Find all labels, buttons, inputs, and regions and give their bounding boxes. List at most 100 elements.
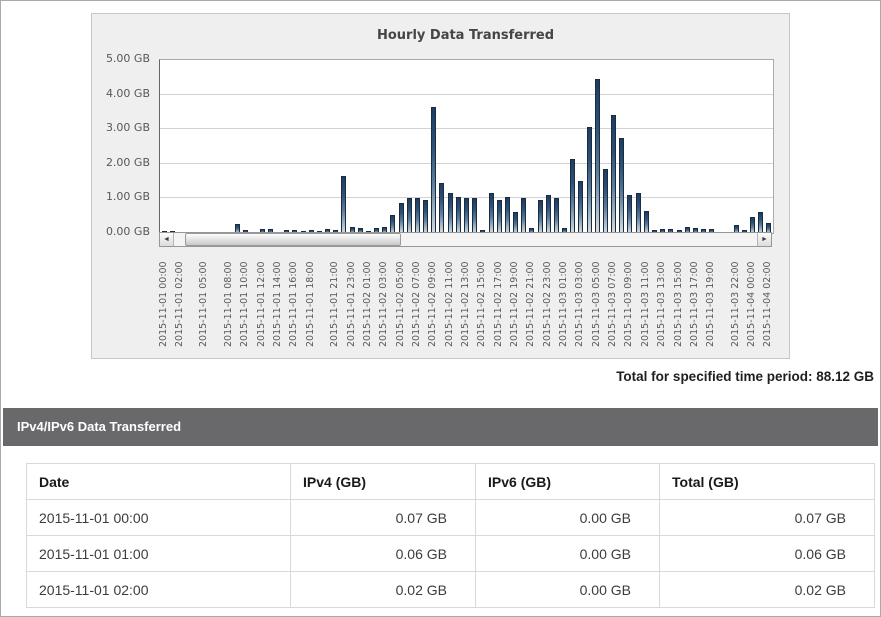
bar <box>701 228 707 233</box>
bar <box>480 229 486 233</box>
x-axis-label: 2015-11-02 23:00 <box>541 261 553 347</box>
y-axis-label: 4.00 GB <box>105 86 150 100</box>
value-cell: 0.02 GB <box>290 571 476 608</box>
value-cell: 0.00 GB <box>475 499 660 536</box>
column-header-date: Date <box>26 463 291 500</box>
x-axis-label: 2015-11-01 23:00 <box>345 261 357 347</box>
value-cell: 0.06 GB <box>659 535 875 572</box>
bar <box>431 106 437 233</box>
x-axis-label: 2015-11-02 19:00 <box>509 261 521 347</box>
column-header-ipv6: IPv6 (GB) <box>475 463 660 500</box>
x-axis-label: 2015-11-03 22:00 <box>729 261 741 347</box>
x-axis-label: 2015-11-03 11:00 <box>639 261 651 347</box>
table-row: 2015-11-01 02:00 0.02 GB 0.00 GB 0.02 GB <box>26 571 875 608</box>
date-cell: 2015-11-01 01:00 <box>26 535 291 572</box>
value-cell: 0.00 GB <box>475 535 660 572</box>
value-cell: 0.02 GB <box>659 571 875 608</box>
bar <box>414 198 420 233</box>
x-axis-label: 2015-11-02 01:00 <box>361 261 373 347</box>
bar <box>357 227 363 233</box>
total-summary: Total for specified time period: 88.12 G… <box>616 369 874 384</box>
y-axis-label: 1.00 GB <box>105 190 150 204</box>
bar <box>684 226 690 233</box>
bar <box>529 227 535 233</box>
bar <box>643 210 649 233</box>
x-axis-label: 2015-11-04 00:00 <box>746 261 758 347</box>
y-axis-label: 2.00 GB <box>105 155 150 169</box>
bar <box>161 230 167 233</box>
bar <box>750 217 756 233</box>
bar <box>439 182 445 233</box>
x-axis-label: 2015-11-03 09:00 <box>623 261 635 347</box>
bar <box>423 200 429 233</box>
x-axis-label: 2015-11-03 07:00 <box>607 261 619 347</box>
bar <box>766 222 772 233</box>
section-header: IPv4/IPv6 Data Transferred <box>3 408 878 446</box>
bar <box>267 229 273 233</box>
bar <box>292 230 298 233</box>
bar <box>676 229 682 233</box>
y-axis-label: 0.00 GB <box>105 225 150 238</box>
gridline <box>160 93 773 95</box>
chart-panel: Hourly Data Transferred 5.00 GB 4.00 GB 3.… <box>91 13 790 359</box>
bar <box>545 194 551 233</box>
y-axis-label: 5.00 GB <box>105 52 150 65</box>
scroll-right-button[interactable]: ► <box>757 233 771 246</box>
bar <box>594 79 600 233</box>
bar <box>333 229 339 233</box>
x-axis-label: 2015-11-01 02:00 <box>173 261 185 347</box>
bar <box>733 225 739 233</box>
gridline <box>160 128 773 130</box>
bar <box>570 158 576 233</box>
bar <box>447 193 453 233</box>
bar <box>668 228 674 233</box>
x-axis-label: 2015-11-03 03:00 <box>574 261 586 347</box>
chart-scrollbar[interactable]: ◄ ► <box>159 232 772 247</box>
x-axis-label: 2015-11-02 03:00 <box>378 261 390 347</box>
bar <box>553 198 559 233</box>
bar <box>472 198 478 233</box>
x-axis-label: 2015-11-02 15:00 <box>476 261 488 347</box>
x-axis-label: 2015-11-02 13:00 <box>460 261 471 347</box>
table-container: Date IPv4 (GB) IPv6 (GB) Total (GB) 2015… <box>26 463 875 608</box>
scrollbar-thumb[interactable] <box>185 233 401 246</box>
gridline <box>160 162 773 164</box>
column-header-total: Total (GB) <box>659 463 875 500</box>
bar <box>741 229 747 233</box>
bar <box>259 228 265 233</box>
value-cell: 0.06 GB <box>290 535 476 572</box>
bar <box>578 181 584 233</box>
bar <box>496 200 502 233</box>
bar <box>243 229 249 233</box>
bar <box>611 115 617 233</box>
data-table: Date IPv4 (GB) IPv6 (GB) Total (GB) 2015… <box>26 463 875 608</box>
bar <box>692 227 698 233</box>
bar <box>406 198 412 233</box>
bar <box>325 228 331 233</box>
x-axis-label: 2015-11-01 18:00 <box>304 261 316 347</box>
x-axis-label: 2015-11-02 07:00 <box>410 261 422 347</box>
x-axis-label: 2015-11-01 05:00 <box>198 261 210 347</box>
x-axis-label: 2015-11-02 05:00 <box>394 261 406 347</box>
bar <box>455 196 461 233</box>
bar <box>374 227 380 233</box>
bar <box>660 228 666 233</box>
bar <box>390 215 396 233</box>
bar <box>349 227 355 233</box>
x-axis-label: 2015-11-01 14:00 <box>272 261 283 347</box>
x-axis-label: 2015-11-03 01:00 <box>558 261 570 347</box>
value-cell: 0.07 GB <box>659 499 875 536</box>
bar <box>169 230 175 233</box>
x-axis-label: 2015-11-02 21:00 <box>525 261 537 347</box>
scroll-left-button[interactable]: ◄ <box>160 233 174 246</box>
bar <box>537 200 543 233</box>
x-axis-label: 2015-11-01 10:00 <box>239 261 251 347</box>
x-axis-label: 2015-11-01 08:00 <box>222 261 234 347</box>
bar <box>513 212 519 233</box>
bar <box>627 194 633 233</box>
x-axis-label: 2015-11-04 02:00 <box>762 261 774 347</box>
x-axis-label: 2015-11-01 16:00 <box>288 261 300 347</box>
x-axis-label: 2015-11-01 00:00 <box>157 261 169 347</box>
bar <box>341 175 347 233</box>
